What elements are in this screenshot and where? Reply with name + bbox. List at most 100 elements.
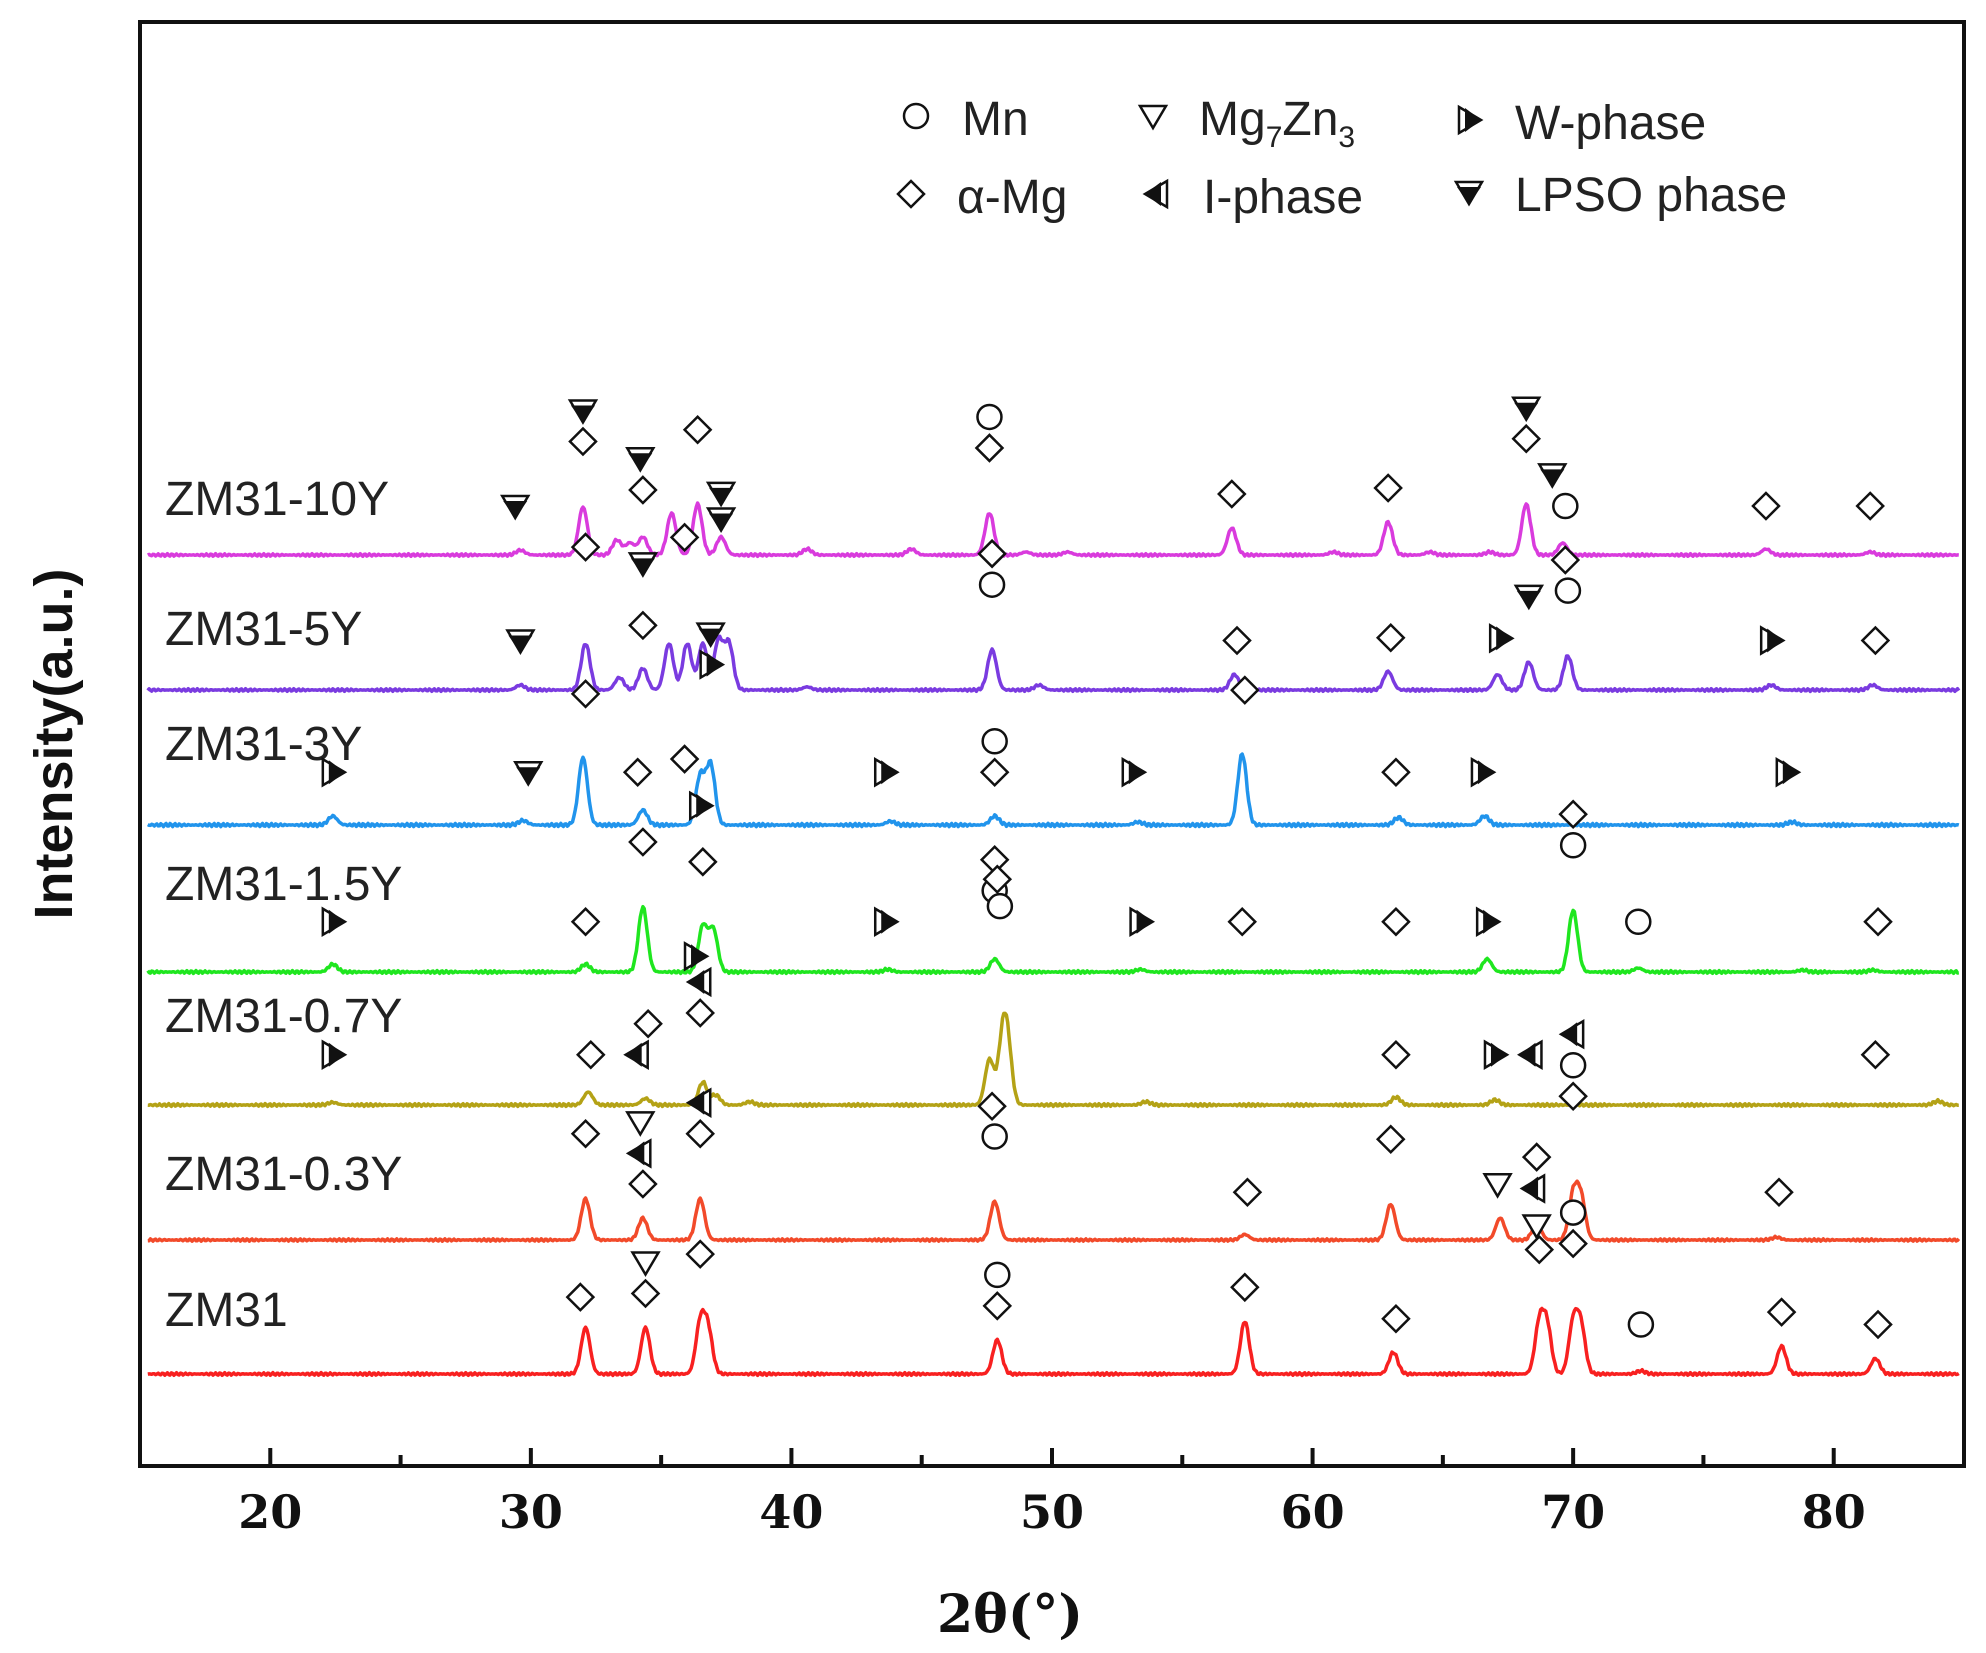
triangle-fill [1483,909,1500,934]
circle-icon [1559,832,1587,859]
circle-shape [1625,908,1652,935]
triangle-fill [709,487,734,505]
y-axis-title: Intensity(a.u.) [24,568,84,919]
diamond-shape [1381,757,1411,788]
legend-label: Mg7Zn3 [1199,93,1355,154]
diamond-icon [1860,625,1891,656]
diamond-shape [576,1039,606,1070]
tri-down-open-icon [630,1251,661,1277]
x-tick-label: 50 [1020,1485,1084,1539]
diamond-shape [1524,1234,1555,1265]
tri-right-icon [321,906,348,937]
series-line [147,1179,1961,1243]
diamond-shape [896,179,926,209]
diamond-shape [628,610,658,641]
x-tick-label: 70 [1541,1485,1605,1539]
tri-down-filled-icon [705,481,737,508]
diamond-icon [570,532,601,562]
diamond-shape [622,757,653,788]
diamond-icon [570,679,601,709]
circle-icon [902,102,930,130]
tri-left-icon [685,966,712,998]
diamond-icon [1227,906,1257,937]
diamond-shape [568,426,598,457]
tri-left-icon [1558,1019,1585,1050]
diamond-icon [669,522,700,553]
triangle-fill [630,558,655,576]
diamond-shape [685,1239,715,1269]
diamond-shape [630,1278,661,1309]
diamond-icon [1232,1177,1263,1208]
series-label: ZM31-5Y [165,603,362,656]
tri-right-icon [1488,623,1515,654]
tri-down-open-icon [1521,1214,1552,1240]
circle-shape [986,892,1014,920]
diamond-icon [977,538,1007,569]
circle-shape [976,403,1003,431]
triangle-fill [1145,182,1161,206]
triangle-fill [691,944,708,969]
diamond-icon [682,414,713,445]
diamond-icon [633,1008,663,1039]
diamond-shape [977,1091,1007,1122]
circle-icon [981,728,1008,755]
circle-shape [981,1123,1008,1150]
x-tick-label: 40 [759,1485,823,1539]
diamond-icon [1766,1297,1797,1327]
diamond-shape [974,433,1005,463]
triangle-fill [625,1042,642,1067]
x-tick-label: 20 [238,1485,302,1539]
diamond-icon [565,1282,596,1312]
diamond-shape [570,906,601,937]
circle-icon [1625,908,1652,935]
diamond-shape [1521,1142,1552,1172]
circle-shape [1559,1199,1587,1226]
diamond-icon [576,1039,606,1070]
triangle-fill [516,767,541,785]
tri-right-icon [1121,757,1148,788]
circle-icon [1559,1051,1587,1079]
series-label: ZM31-10Y [165,473,389,526]
legend-label: Mn [962,93,1029,146]
triangle-shape [625,1111,656,1137]
diamond-shape [1375,623,1406,653]
tri-down-filled-icon [625,447,656,473]
diamond-shape [1511,423,1542,454]
triangle-fill [628,1141,645,1166]
diamond-shape [979,757,1010,788]
diamond-shape [1558,1081,1588,1111]
diamond-icon [1230,1272,1260,1303]
diamond-icon [977,1091,1007,1122]
triangle-fill [1136,909,1153,934]
plot-frame [138,20,1966,1468]
circle-shape [902,102,930,130]
tri-down-filled-icon [513,761,544,787]
diamond-icon [622,757,653,788]
diamond-icon [1375,1124,1406,1155]
triangle-shape [1137,104,1169,131]
diamond-shape [1375,1124,1406,1155]
triangle-fill [1477,760,1494,785]
diamond-icon [570,906,601,937]
diamond-icon [1764,1177,1794,1208]
diamond-shape [570,1118,601,1149]
triangle-fill [508,635,533,653]
circle-shape [1554,577,1582,604]
diamond-icon [685,998,715,1028]
diamond-icon [1373,473,1403,503]
diamond-shape [1222,625,1252,656]
triangle-shape [1482,1173,1513,1199]
diamond-shape [1855,491,1885,521]
x-axis-title: 2θ(°) [937,1584,1083,1645]
diamond-icon [1751,491,1781,521]
circle-shape [978,571,1006,598]
diamond-shape [570,679,601,709]
tri-down-filled-icon [695,622,726,649]
diamond-shape [1863,906,1893,937]
triangle-fill [503,501,528,518]
diamond-icon [1381,1303,1411,1334]
diamond-icon [1863,1309,1893,1340]
diamond-icon [982,1291,1013,1321]
series-label: ZM31-3Y [165,718,362,771]
diamond-shape [1558,799,1588,830]
